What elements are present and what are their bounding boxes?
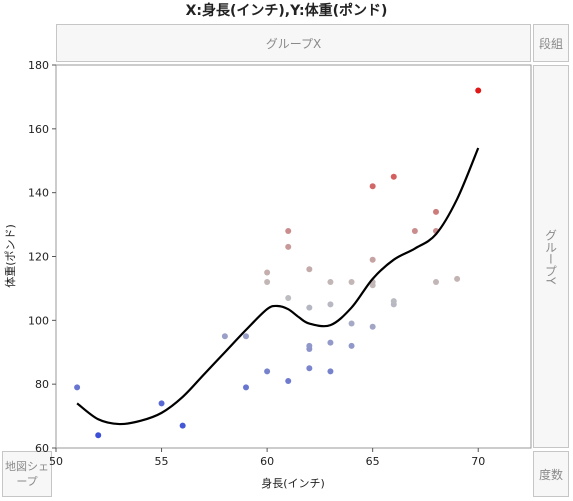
data-point[interactable] (369, 323, 376, 330)
data-point[interactable] (433, 208, 439, 215)
x-tick-label: 50 (49, 455, 63, 468)
map-shape-label: 地図シェープ (5, 460, 49, 488)
data-point[interactable] (264, 368, 271, 375)
x-axis: 50 55 60 65 70 (49, 448, 485, 468)
y-tick-label: 100 (28, 314, 49, 327)
data-point[interactable] (285, 243, 292, 250)
data-point[interactable] (390, 298, 397, 305)
data-point[interactable] (179, 422, 186, 429)
data-point[interactable] (243, 384, 249, 391)
group-y-drop-zone[interactable]: グループY (533, 65, 569, 448)
wrap-drop-zone[interactable]: 段組 (533, 24, 569, 62)
data-point[interactable] (348, 279, 355, 286)
data-point[interactable] (327, 339, 334, 346)
data-point[interactable] (264, 279, 271, 286)
data-point[interactable] (306, 304, 313, 311)
data-point[interactable] (327, 279, 334, 286)
frequency-drop-zone[interactable]: 度数 (533, 451, 569, 497)
data-point[interactable] (285, 227, 292, 234)
data-point[interactable] (285, 377, 292, 384)
x-tick-label: 70 (471, 455, 485, 468)
data-points (74, 87, 482, 439)
group-x-drop-zone[interactable]: グループX (56, 24, 531, 62)
frequency-label: 度数 (538, 467, 563, 482)
data-point[interactable] (348, 342, 355, 349)
data-point[interactable] (390, 173, 397, 180)
data-point[interactable] (454, 275, 461, 282)
y-axis: 60 80 100 120 140 160 180 (28, 59, 56, 455)
y-tick-label: 120 (28, 251, 49, 264)
x-tick-label: 60 (260, 455, 274, 468)
y-tick-label: 160 (28, 123, 49, 136)
y-tick-label: 140 (28, 187, 49, 200)
data-point[interactable] (369, 183, 376, 190)
data-point[interactable] (74, 384, 81, 391)
data-point[interactable] (306, 365, 313, 372)
y-axis-title: 体重(ポンド) (3, 224, 17, 288)
data-point[interactable] (433, 279, 439, 286)
data-point[interactable] (264, 269, 271, 276)
x-tick-label: 55 (155, 455, 169, 468)
data-point[interactable] (411, 227, 418, 234)
data-point[interactable] (158, 400, 165, 407)
y-tick-label: 180 (28, 59, 49, 72)
plot-area[interactable] (55, 64, 532, 449)
data-point[interactable] (221, 333, 228, 340)
group-x-label: グループX (265, 36, 322, 51)
y-tick-label: 80 (35, 378, 49, 391)
wrap-label: 段組 (538, 36, 563, 51)
data-point[interactable] (285, 294, 292, 301)
x-tick-label: 65 (366, 455, 380, 468)
data-point[interactable] (306, 266, 313, 273)
map-shape-drop-zone[interactable]: 地図シェープ (2, 451, 52, 497)
data-point[interactable] (369, 256, 376, 263)
smoother-curve (76, 147, 480, 426)
data-point[interactable] (327, 301, 334, 308)
y-tick-label: 60 (35, 442, 49, 455)
data-point[interactable] (306, 342, 313, 349)
data-point[interactable] (327, 368, 334, 375)
x-axis-title: 身長(インチ) (261, 476, 325, 490)
data-point[interactable] (243, 333, 249, 340)
chart-title: X:身長(インチ),Y:体重(ポンド) (185, 3, 388, 19)
group-y-label: グループY (543, 228, 558, 285)
data-point[interactable] (348, 320, 355, 327)
data-point[interactable] (95, 432, 102, 439)
data-point[interactable] (475, 87, 482, 94)
